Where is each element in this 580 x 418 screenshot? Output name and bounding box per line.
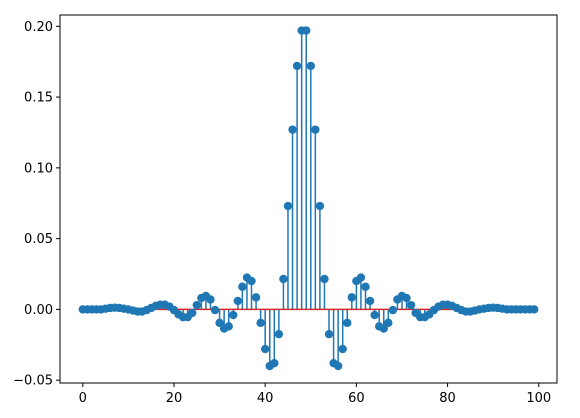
plot-area	[78, 26, 539, 371]
stem-marker	[192, 300, 201, 310]
stem-marker	[206, 295, 215, 304]
x-tick-label: 40	[257, 391, 274, 406]
stem-marker	[320, 274, 329, 284]
stem-marker	[356, 273, 366, 282]
stem-marker	[292, 61, 302, 71]
stem-marker	[302, 26, 311, 35]
stem-marker	[365, 296, 375, 306]
axes-frame	[59, 14, 558, 384]
stem-marker	[338, 344, 347, 354]
stem-marker	[229, 310, 238, 320]
y-axis: −0.05 0.00 0.05 0.10 0.15 0.20	[13, 20, 60, 389]
stem-marker	[343, 318, 352, 328]
stem-marker	[247, 276, 256, 286]
stem-marker	[233, 296, 243, 306]
stem-marker	[251, 293, 261, 302]
stem-marker	[530, 305, 539, 314]
stem-marker	[274, 329, 284, 339]
x-axis: 0 20 40 60 80 100	[79, 383, 551, 406]
stem-marker	[256, 318, 265, 328]
stem-marker	[283, 201, 293, 211]
stem-marker	[402, 293, 411, 303]
stem-marker	[270, 358, 279, 368]
x-tick-label: 20	[166, 391, 183, 406]
x-tick-label: 60	[348, 391, 365, 406]
stem-marker	[379, 324, 388, 333]
y-tick-label: −0.05	[13, 374, 53, 389]
stem-marker	[333, 361, 343, 371]
stem-marker	[224, 322, 233, 331]
stem-marker	[347, 293, 357, 302]
x-tick-label: 0	[79, 391, 87, 406]
stem-marker	[324, 329, 334, 339]
stem-marker	[384, 318, 393, 328]
stem-marker	[188, 308, 197, 318]
y-tick-label: 0.00	[24, 303, 53, 318]
y-tick-label: 0.15	[24, 91, 53, 106]
stem-marker	[279, 274, 288, 284]
x-tick-label: 100	[526, 391, 551, 406]
stem-marker	[361, 282, 370, 291]
stem-marker	[370, 310, 379, 320]
stem-marker	[311, 125, 320, 134]
y-tick-label: 0.05	[24, 232, 53, 247]
y-tick-label: 0.20	[24, 20, 53, 35]
stem-marker	[210, 305, 220, 315]
stem-marker	[215, 318, 224, 328]
stem-marker	[260, 344, 270, 354]
stem-marker	[288, 125, 297, 134]
x-tick-label: 80	[439, 391, 456, 406]
stem-marker	[388, 305, 398, 315]
stem-marker	[315, 201, 325, 211]
y-tick-label: 0.10	[24, 161, 53, 176]
stem-marker	[238, 282, 247, 291]
stem-marker	[406, 300, 416, 310]
stem-marker	[306, 61, 315, 71]
